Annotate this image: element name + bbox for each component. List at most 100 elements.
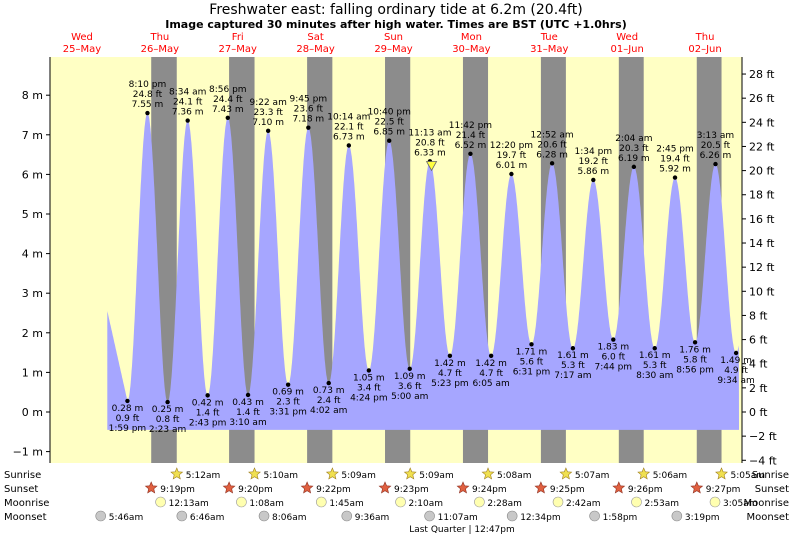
- low-tide-point: [447, 353, 453, 358]
- moonset-time: 9:36am: [355, 513, 390, 523]
- sunrise-time: 5:05am: [731, 471, 766, 481]
- tide-label: 1.83 m: [597, 343, 629, 353]
- sunset-icon: [534, 481, 548, 494]
- row-label-right: Sunrise: [752, 470, 789, 481]
- tide-label: 19.2 ft: [579, 157, 609, 167]
- moonset-icon: [589, 510, 600, 522]
- sunset-icon: [378, 481, 392, 494]
- moonrise-time: 1:45am: [329, 499, 364, 509]
- moonrise-time: 3:05am: [723, 499, 758, 509]
- tide-label: 9:34 am: [717, 376, 754, 386]
- right-axis-tick-label: 22 ft: [749, 140, 775, 153]
- tide-label: 7:44 pm: [595, 363, 633, 373]
- tide-label: 22.1 ft: [334, 122, 364, 132]
- tide-label: 4.9 ft: [724, 366, 748, 376]
- sunrise-icon: [248, 467, 261, 480]
- moonrise-icon: [395, 496, 406, 508]
- tide-label: 5.3 ft: [643, 361, 667, 371]
- day-header-date: 29–May: [374, 44, 412, 55]
- moonset-icon: [176, 510, 188, 522]
- tide-label: 1.49 m: [720, 356, 752, 366]
- right-axis-tick-label: 12 ft: [749, 261, 775, 274]
- sunset-time: 9:19pm: [160, 485, 195, 495]
- day-headers: Wed25–MayThu26–MayFri27–MaySat28–MaySun2…: [63, 32, 722, 55]
- high-tide-point: [306, 125, 311, 130]
- sunrise-time: 5:07am: [575, 471, 610, 481]
- tide-label: 12:20 pm: [490, 141, 533, 151]
- moonrise-icon: [709, 496, 721, 508]
- moonset-time: 8:06am: [272, 513, 307, 523]
- row-label-left: Moonset: [4, 512, 47, 523]
- sunset-icon: [144, 481, 158, 494]
- tide-label: 3:10 am: [229, 418, 266, 428]
- sunset-icon: [690, 481, 704, 494]
- tide-label: 9:45 pm: [290, 95, 328, 105]
- day-header-dow: Wed: [616, 32, 638, 43]
- high-tide-point: [549, 161, 555, 166]
- tide-label: 6.85 m: [373, 128, 405, 138]
- tide-label: 0.69 m: [272, 388, 304, 398]
- moonset-icon: [95, 510, 107, 522]
- right-axis-tick-label: 6 ft: [749, 334, 768, 347]
- sunrise-icon: [403, 467, 417, 480]
- tide-label: 1.71 m: [516, 347, 548, 357]
- moonrise-time: 2:10am: [409, 499, 444, 509]
- sunrise-icon: [325, 467, 339, 480]
- day-header-date: 28–May: [296, 44, 334, 55]
- tide-label: 4:24 pm: [350, 393, 388, 403]
- left-axis-tick-label: 3 m: [22, 287, 43, 300]
- tide-label: 3:31 pm: [269, 408, 307, 418]
- right-axis-tick-label: 0 ft: [749, 406, 768, 419]
- low-tide-point: [692, 340, 698, 345]
- left-axis-tick-label: −1 m: [13, 446, 43, 459]
- tide-label: 5.3 ft: [561, 361, 585, 371]
- tide-label: 2:45 pm: [656, 145, 694, 155]
- tide-label: 24.4 ft: [213, 95, 243, 105]
- right-axis-tick-label: 16 ft: [749, 213, 775, 226]
- high-tide-point: [145, 110, 150, 116]
- moonset-icon: [671, 510, 683, 522]
- tide-label: 1.09 m: [394, 372, 426, 382]
- day-header-date: 25–May: [63, 44, 101, 55]
- tide-label: 20.5 ft: [701, 141, 731, 151]
- moonset-icon: [258, 510, 270, 522]
- chart-subtitle: Image captured 30 minutes after high wat…: [165, 18, 627, 31]
- low-tide-point: [205, 393, 210, 398]
- tide-label: 22.5 ft: [374, 118, 404, 128]
- tide-label: 2:04 am: [615, 134, 652, 144]
- low-tide-point: [366, 368, 372, 373]
- tide-label: 3.4 ft: [357, 383, 381, 393]
- day-header-dow: Fri: [232, 32, 244, 43]
- sunset-time: 9:24pm: [472, 485, 507, 495]
- low-tide-point: [245, 392, 251, 398]
- low-tide-point: [488, 353, 494, 358]
- row-label-left: Moonrise: [4, 498, 49, 509]
- tide-label: 6.28 m: [536, 150, 568, 160]
- tide-label: 23.3 ft: [253, 108, 283, 118]
- row-label-right: Moonrise: [744, 498, 789, 509]
- low-tide-point: [733, 350, 739, 356]
- day-header-date: 01–Jun: [610, 44, 643, 55]
- right-axis-tick-label: 26 ft: [749, 92, 775, 105]
- moonset-time: 5:46am: [109, 513, 144, 523]
- tide-label: 4.7 ft: [438, 369, 462, 379]
- tide-label: 12:52 am: [531, 130, 574, 140]
- right-axis-tick-label: 2 ft: [749, 382, 768, 395]
- tide-label: 24.8 ft: [133, 90, 163, 100]
- tide-label: 20.8 ft: [415, 138, 445, 148]
- tide-label: 5.8 ft: [683, 355, 707, 365]
- moonset-time: 12:34pm: [520, 513, 560, 523]
- sunset-icon: [456, 481, 470, 494]
- tide-label: 8:34 am: [169, 88, 206, 98]
- low-tide-point: [407, 366, 412, 372]
- tide-label: 5:00 am: [391, 392, 428, 402]
- chart-title: Freshwater east: falling ordinary tide a…: [209, 2, 582, 18]
- tide-label: 6.33 m: [414, 148, 446, 158]
- tide-label: 4.7 ft: [479, 369, 503, 379]
- row-label-left: Sunset: [4, 484, 38, 495]
- high-tide-point: [713, 161, 718, 167]
- tide-label: 0.9 ft: [116, 414, 140, 424]
- right-axis-tick-label: 18 ft: [749, 189, 775, 202]
- left-axis-tick-label: 7 m: [22, 129, 43, 142]
